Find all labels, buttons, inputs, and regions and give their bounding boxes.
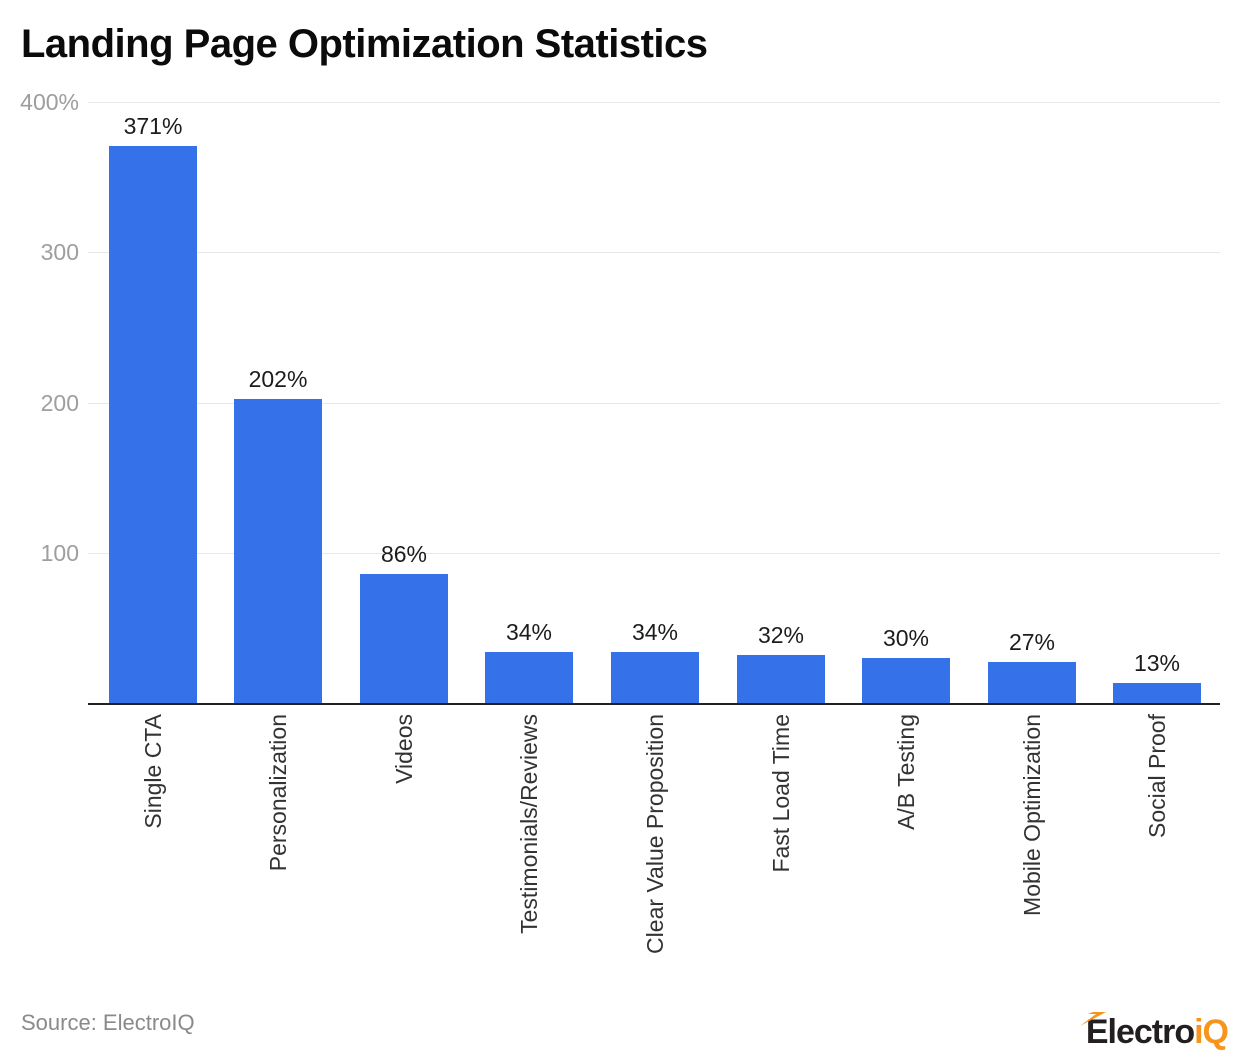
x-axis-label: Social Proof (1144, 714, 1170, 839)
value-label: 202% (248, 366, 308, 392)
source-attribution: Source: ElectroIQ (21, 1010, 195, 1035)
logo-text-dark: Electro (1085, 1013, 1195, 1051)
gridline-300 (88, 252, 1220, 253)
x-axis-label: Mobile Optimization (1019, 714, 1045, 916)
x-axis-label: Videos (391, 714, 417, 784)
y-axis-tick-300: 300 (40, 239, 79, 265)
gridline-100 (88, 553, 1220, 554)
x-axis-label: Clear Value Proposition (642, 714, 668, 954)
bar-a-b-testing (862, 658, 950, 703)
value-label: 86% (380, 541, 428, 567)
value-label: 371% (123, 113, 183, 139)
y-axis-tick-100: 100 (40, 540, 79, 566)
value-label: 13% (1133, 650, 1181, 676)
value-label: 34% (631, 619, 679, 645)
x-axis-label: Testimonials/Reviews (516, 714, 542, 934)
gridline-200 (88, 403, 1220, 404)
y-axis-tick-200: 200 (40, 390, 79, 416)
bar-social-proof (1113, 683, 1201, 703)
gridline-400 (88, 102, 1220, 103)
value-label: 30% (882, 625, 930, 651)
lightning-bolt-icon (1079, 1005, 1110, 1026)
x-axis-label: Fast Load Time (768, 714, 794, 873)
bar-single-cta (109, 146, 197, 703)
bar-videos (360, 574, 448, 703)
bar-mobile-optimization (988, 662, 1076, 703)
bar-fast-load-time (737, 655, 825, 703)
value-label: 27% (1008, 629, 1056, 655)
bar-personalization (234, 399, 322, 703)
x-axis-label: A/B Testing (893, 714, 919, 830)
logo-text-accent: iQ (1194, 1013, 1229, 1051)
y-axis-tick-400: 400% (20, 89, 79, 115)
bar-chart: 400% 300 200 100 371% Single CTA 202% Personali… (20, 89, 1220, 954)
value-label: 34% (505, 619, 553, 645)
x-axis-label: Personalization (265, 714, 291, 872)
chart-title: Landing Page Optimization Statistics (21, 22, 708, 66)
electroiq-logo: ElectroiQ (1079, 1005, 1229, 1051)
bar-clear-value-proposition (611, 652, 699, 703)
bar-testimonials-reviews (485, 652, 573, 703)
value-label: 32% (757, 622, 805, 648)
x-axis-line (88, 703, 1220, 705)
x-axis-label: Single CTA (140, 714, 166, 829)
